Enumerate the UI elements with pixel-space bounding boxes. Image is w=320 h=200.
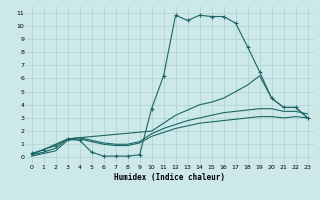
X-axis label: Humidex (Indice chaleur): Humidex (Indice chaleur): [114, 173, 225, 182]
